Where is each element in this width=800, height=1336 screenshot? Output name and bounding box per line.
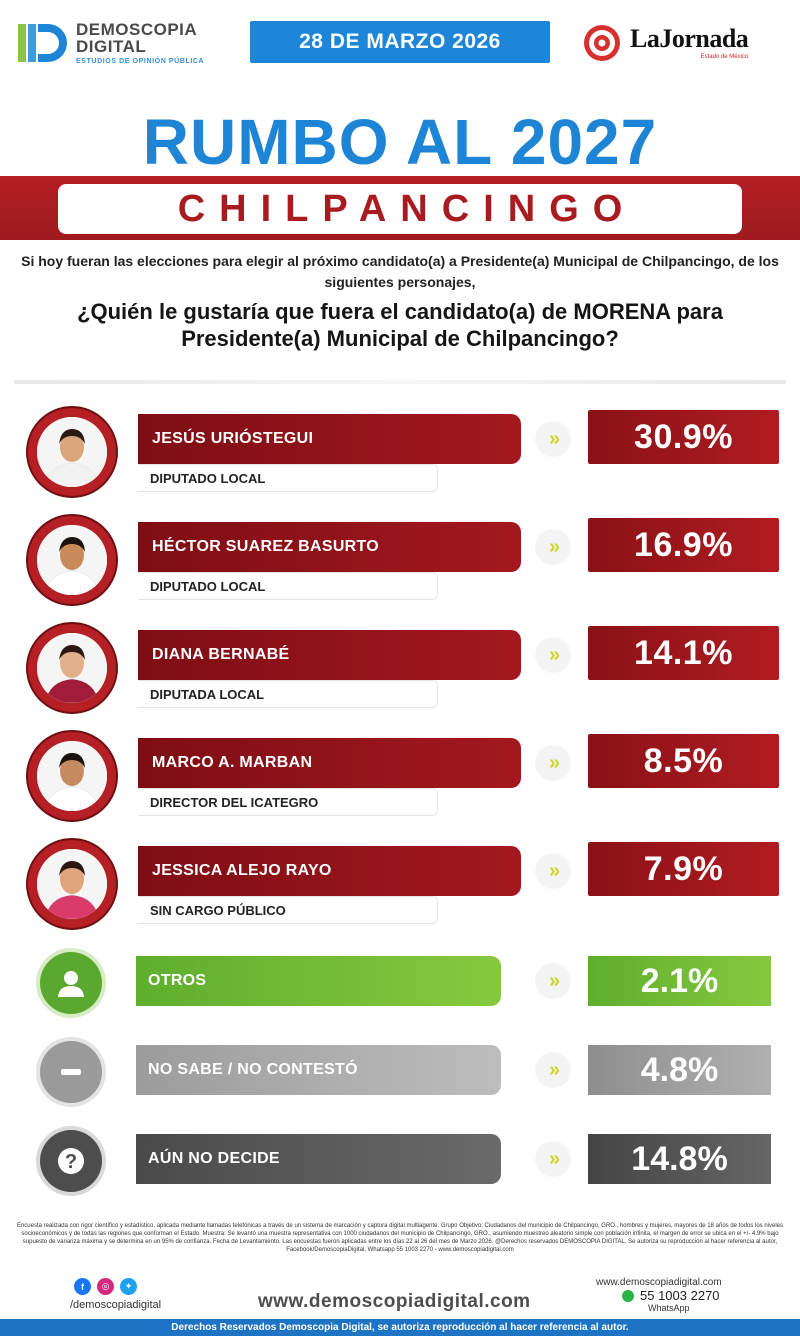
- candidate-name: MARCO A. MARBAN: [138, 738, 521, 788]
- instagram-icon[interactable]: ◎: [97, 1278, 114, 1295]
- avatar-photo: [37, 741, 107, 811]
- social-links: f ◎ ✦: [74, 1278, 137, 1295]
- svg-text:?: ?: [65, 1151, 77, 1173]
- option-label: NO SABE / NO CONTESTÓ: [136, 1045, 501, 1095]
- person-icon: [40, 952, 102, 1014]
- candidate-row: HÉCTOR SUAREZ BASURTO DIPUTADO LOCAL » 16.9…: [0, 514, 800, 614]
- candidate-role: DIRECTOR DEL ICATEGRO: [138, 788, 438, 816]
- candidate-name: JESSICA ALEJO RAYO: [138, 846, 521, 896]
- option-row: ? AÚN NO DECIDE » 14.8%: [0, 1130, 800, 1192]
- city-name: CHILPANCINGO: [177, 187, 637, 230]
- candidate-percentage: 30.9%: [588, 410, 779, 464]
- social-handle: /demoscopiadigital: [70, 1299, 162, 1311]
- twitter-icon[interactable]: ✦: [120, 1278, 137, 1295]
- methodology-note: Encuesta realizada con rigor científico …: [16, 1223, 784, 1253]
- candidate-percentage: 16.9%: [588, 518, 779, 572]
- phone-number: 55 1003 2270: [640, 1288, 720, 1303]
- candidate-role: DIPUTADA LOCAL: [138, 680, 438, 708]
- whatsapp-label: WhatsApp: [648, 1303, 690, 1313]
- candidate-row: JESSICA ALEJO RAYO SIN CARGO PÚBLICO » 7.9%: [0, 838, 800, 938]
- la-jornada-logo: LaJornada Estado de México: [582, 20, 782, 66]
- avatar-photo: [37, 633, 107, 703]
- contact-website[interactable]: www.demoscopiadigital.com: [596, 1277, 722, 1288]
- option-percentage: 2.1%: [588, 956, 771, 1006]
- minus-icon: [40, 1041, 102, 1103]
- candidate-row: JESÚS URIÓSTEGUI DIPUTADO LOCAL » 30.9%: [0, 406, 800, 506]
- candidate-name: JESÚS URIÓSTEGUI: [138, 414, 521, 464]
- option-percentage: 14.8%: [588, 1134, 771, 1184]
- candidate-avatar: [26, 406, 118, 498]
- question-icon: ?: [40, 1130, 102, 1192]
- candidate-percentage: 14.1%: [588, 626, 779, 680]
- brand-line-1: DEMOSCOPIA: [76, 20, 198, 39]
- divider: [14, 380, 786, 384]
- option-percentage: 4.8%: [588, 1045, 771, 1095]
- partner-name: LaJornada: [630, 24, 749, 53]
- candidate-avatar: [26, 622, 118, 714]
- option-row: OTROS » 2.1%: [0, 952, 800, 1014]
- contact-phone: 55 1003 2270: [622, 1288, 720, 1303]
- candidate-role: DIPUTADO LOCAL: [138, 464, 438, 492]
- option-label: OTROS: [136, 956, 501, 1006]
- candidate-role: DIPUTADO LOCAL: [138, 572, 438, 600]
- chevron-right-icon: »: [535, 853, 571, 889]
- demoscopia-logo: DEMOSCOPIA DIGITAL ESTUDIOS DE OPINIÓN P…: [18, 18, 228, 68]
- date-badge: 28 DE MARZO 2026: [250, 21, 550, 63]
- chevron-right-icon: »: [535, 963, 571, 999]
- avatar-photo: [37, 525, 107, 595]
- chevron-right-icon: »: [535, 529, 571, 565]
- candidate-avatar: [26, 838, 118, 930]
- option-row: NO SABE / NO CONTESTÓ » 4.8%: [0, 1041, 800, 1103]
- partner-subtitle: Estado de México: [700, 54, 749, 60]
- chevron-right-icon: »: [535, 637, 571, 673]
- chevron-right-icon: »: [535, 1141, 571, 1177]
- header: DEMOSCOPIA DIGITAL ESTUDIOS DE OPINIÓN P…: [0, 0, 800, 88]
- candidate-avatar: [26, 514, 118, 606]
- candidate-row: MARCO A. MARBAN DIRECTOR DEL ICATEGRO » 8.5…: [0, 730, 800, 830]
- avatar-photo: [37, 849, 107, 919]
- chevron-right-icon: »: [535, 745, 571, 781]
- brand-line-2: DIGITAL: [76, 37, 147, 56]
- candidate-name: HÉCTOR SUAREZ BASURTO: [138, 522, 521, 572]
- question-intro: Si hoy fueran las elecciones para elegir…: [21, 253, 779, 290]
- candidate-percentage: 8.5%: [588, 734, 779, 788]
- rights-banner: Derechos Reservados Demoscopia Digital, …: [0, 1319, 800, 1336]
- candidate-percentage: 7.9%: [588, 842, 779, 896]
- candidate-row: DIANA BERNABÉ DIPUTADA LOCAL » 14.1%: [0, 622, 800, 722]
- chevron-right-icon: »: [535, 421, 571, 457]
- brand-tagline: ESTUDIOS DE OPINIÓN PÚBLICA: [76, 58, 205, 65]
- avatar-photo: [37, 417, 107, 487]
- option-label: AÚN NO DECIDE: [136, 1134, 501, 1184]
- whatsapp-icon: [622, 1289, 634, 1302]
- candidate-avatar: [26, 730, 118, 822]
- gear-seal-icon: [582, 23, 622, 63]
- facebook-icon[interactable]: f: [74, 1278, 91, 1295]
- demoscopia-d-icon: [18, 20, 68, 66]
- question-text: ¿Quién le gustaría que fuera el candidat…: [77, 299, 723, 351]
- chevron-right-icon: »: [535, 1052, 571, 1088]
- candidate-name: DIANA BERNABÉ: [138, 630, 521, 680]
- candidate-role: SIN CARGO PÚBLICO: [138, 896, 438, 924]
- city-label-box: [58, 184, 742, 234]
- website-link[interactable]: www.demoscopiadigital.com: [258, 1291, 531, 1312]
- page-title: RUMBO AL 2027: [142, 106, 658, 178]
